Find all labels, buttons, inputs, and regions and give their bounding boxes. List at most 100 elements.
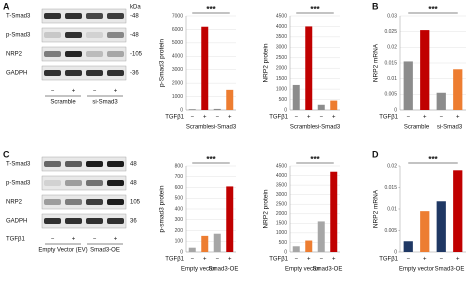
group-label: Scramble — [50, 100, 76, 106]
group-label: Empty vector — [285, 267, 320, 273]
kda-label: -48 — [130, 14, 139, 20]
kda-label: -36 — [130, 71, 139, 77]
blot-band — [107, 13, 124, 19]
blot-frame — [41, 27, 127, 43]
bar — [305, 240, 313, 252]
y-tick-label: 0.03 — [387, 13, 397, 19]
blot-band — [86, 180, 103, 186]
y-tick-label: 4000 — [172, 54, 183, 60]
bar — [188, 109, 196, 110]
y-tick-label: 2000 — [276, 211, 287, 217]
group-label: Smad3-OE — [209, 267, 239, 273]
y-tick-label: 0.01 — [387, 206, 397, 212]
y-tick-label: 4000 — [276, 24, 287, 30]
blot-band — [65, 51, 82, 57]
blot-label: NRP2 — [6, 200, 23, 206]
y-axis-title: p-smad3 protein — [159, 185, 166, 232]
x-tick-label: − — [294, 115, 298, 121]
lane-label: + — [72, 237, 76, 243]
y-tick-label: 300 — [175, 217, 184, 223]
blot-band — [107, 161, 124, 167]
y-tick-label: 0 — [394, 249, 397, 255]
y-tick-label: 2500 — [276, 55, 287, 61]
group-label: si-Smad3 — [211, 125, 237, 131]
bar — [330, 171, 338, 252]
blot-band — [44, 180, 61, 186]
panel-letter: B — [372, 1, 379, 11]
panel-letter: C — [3, 149, 10, 159]
y-tick-label: 0.02 — [387, 45, 397, 51]
y-tick-label: 0 — [284, 107, 287, 113]
y-tick-label: 1500 — [276, 76, 287, 82]
blot-band — [107, 70, 124, 76]
treatment-label: TGFβ1 — [379, 115, 398, 121]
blot-band — [44, 161, 61, 167]
lane-label: − — [51, 89, 55, 95]
y-tick-label: 800 — [175, 163, 184, 169]
y-tick-label: 0.005 — [384, 92, 397, 98]
y-axis-title: NRP2 mRNA — [373, 43, 380, 82]
bar — [188, 247, 196, 252]
y-tick-label: 500 — [175, 196, 184, 202]
blot-band — [65, 70, 82, 76]
lane-label: + — [114, 89, 118, 95]
blot-band — [65, 13, 82, 19]
blot-label: T-Smad3 — [6, 162, 31, 168]
y-tick-label: 5000 — [172, 40, 183, 46]
x-tick-label: + — [332, 257, 336, 263]
y-tick-label: 0 — [180, 107, 183, 113]
y-tick-label: 0.025 — [384, 29, 397, 35]
x-tick-label: + — [228, 115, 232, 121]
significance-label: *** — [428, 155, 438, 164]
x-tick-label: − — [190, 115, 194, 121]
bar — [201, 26, 209, 110]
blot-label: T-Smad3 — [6, 14, 31, 20]
y-tick-label: 3000 — [276, 192, 287, 198]
bar — [292, 84, 300, 110]
x-tick-label: + — [307, 115, 311, 121]
y-tick-label: 3500 — [276, 34, 287, 40]
blot-band — [107, 199, 124, 205]
blot-frame — [41, 156, 127, 172]
treatment-label: TGFβ1 — [6, 237, 25, 243]
lane-label: − — [93, 237, 97, 243]
blot-frame — [41, 46, 127, 62]
bar — [213, 233, 221, 252]
y-tick-label: 0.01 — [387, 76, 397, 82]
bar — [453, 170, 463, 252]
x-tick-label: + — [456, 257, 460, 263]
treatment-label: TGFβ1 — [269, 115, 288, 121]
blot-band — [65, 32, 82, 38]
y-axis-title: NRP2 mRNA — [373, 189, 380, 228]
x-tick-label: + — [228, 257, 232, 263]
bar — [403, 241, 413, 252]
x-tick-label: − — [294, 257, 298, 263]
y-tick-label: 0 — [394, 107, 397, 113]
bar — [226, 186, 234, 252]
blot-label: GADPH — [6, 71, 27, 77]
blot-band — [86, 161, 103, 167]
y-tick-label: 200 — [175, 228, 184, 234]
blot-label: NRP2 — [6, 52, 23, 58]
lane-label: − — [51, 237, 55, 243]
x-tick-label: + — [203, 115, 207, 121]
bar — [213, 108, 221, 110]
blot-band — [65, 218, 82, 224]
group-label: Scramble — [404, 125, 430, 131]
y-tick-label: 700 — [175, 174, 184, 180]
significance-label: *** — [206, 155, 216, 164]
y-tick-label: 0 — [180, 249, 183, 255]
group-label: si-Smad3 — [315, 125, 341, 131]
group-label: Smad3-OE — [435, 267, 465, 273]
blot-frame — [41, 175, 127, 191]
group-label: Empty vector — [181, 267, 216, 273]
bar — [420, 211, 430, 252]
group-label: Scramble — [186, 125, 212, 131]
y-tick-label: 1000 — [276, 86, 287, 92]
y-tick-label: 7000 — [172, 13, 183, 19]
y-axis-title: NRP2 protein — [263, 43, 270, 82]
y-tick-label: 600 — [175, 185, 184, 191]
kda-label: 48 — [130, 162, 137, 168]
bar — [453, 69, 463, 110]
y-tick-label: 4000 — [276, 173, 287, 179]
